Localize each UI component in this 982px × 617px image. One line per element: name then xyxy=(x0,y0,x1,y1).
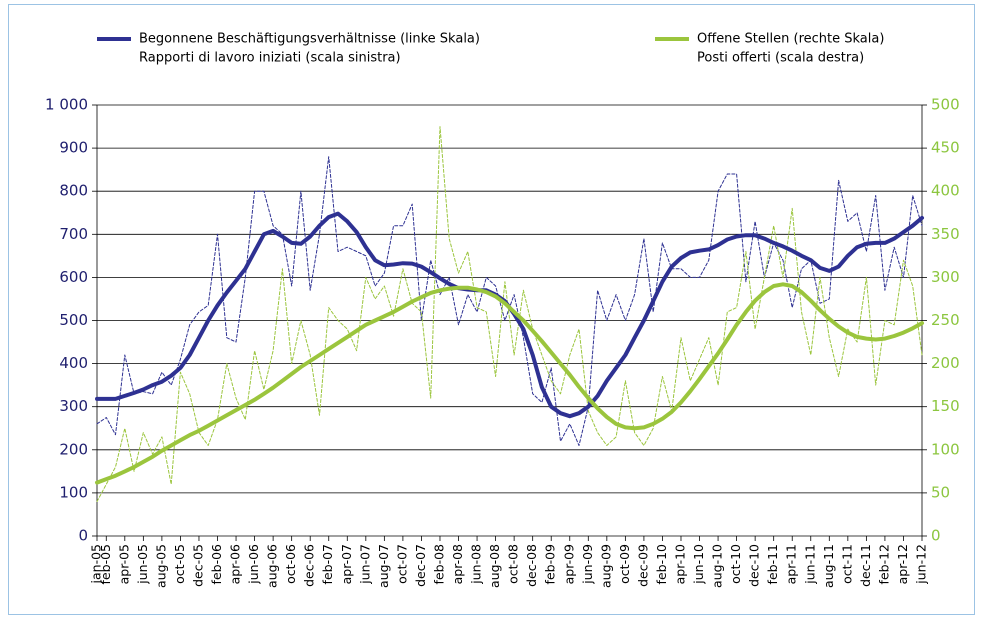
x-tick-label: oct-06 xyxy=(283,544,298,584)
x-tick-label: jun-12 xyxy=(914,544,929,585)
y-tick-label: 200 xyxy=(59,440,88,458)
x-tick-label: feb-06 xyxy=(209,544,224,584)
y-tick-label: 300 xyxy=(59,397,88,415)
frame xyxy=(8,4,975,615)
x-tick-label: apr-11 xyxy=(784,544,799,584)
x-tick-label: jun-06 xyxy=(246,544,261,585)
legend-label: Rapporti di lavoro iniziati (scala sinis… xyxy=(139,51,401,66)
x-tick-label: aug-08 xyxy=(487,544,502,588)
y-tick-label: 0 xyxy=(78,527,88,545)
x-tick-label: jun-07 xyxy=(357,544,372,585)
x-tick-label: aug-09 xyxy=(598,544,613,588)
y2-tick-label: 50 xyxy=(931,483,950,501)
y2-tick-label: 100 xyxy=(931,440,960,458)
x-tick-label: jun-05 xyxy=(135,544,150,585)
y2-tick-label: 200 xyxy=(931,354,960,372)
y-tick-label: 1 000 xyxy=(45,96,88,114)
x-tick-label: dec-09 xyxy=(635,544,650,587)
y-tick-label: 100 xyxy=(59,483,88,501)
x-tick-label: feb-11 xyxy=(765,544,780,584)
y-tick-label: 900 xyxy=(59,139,88,157)
x-tick-label: aug-10 xyxy=(710,544,725,588)
y2-tick-label: 450 xyxy=(931,139,960,157)
y2-tick-label: 500 xyxy=(931,96,960,114)
x-tick-label: oct-08 xyxy=(506,544,521,584)
x-tick-label: dec-11 xyxy=(858,544,873,587)
x-tick-label: apr-08 xyxy=(450,544,465,584)
y2-tick-label: 400 xyxy=(931,182,960,200)
x-tick-label: dec-10 xyxy=(747,544,762,587)
x-tick-label: jun-11 xyxy=(802,544,817,585)
x-tick-label: aug-05 xyxy=(153,544,168,588)
x-tick-label: apr-07 xyxy=(339,544,354,584)
y2-tick-label: 150 xyxy=(931,397,960,415)
x-tick-label: apr-12 xyxy=(895,544,910,584)
x-tick-label: feb-10 xyxy=(654,544,669,584)
x-tick-label: dec-07 xyxy=(413,544,428,587)
raw-line xyxy=(96,126,923,502)
x-tick-label: oct-05 xyxy=(172,544,187,584)
x-tick-label: oct-09 xyxy=(617,544,632,584)
y2-tick-label: 300 xyxy=(931,268,960,286)
x-tick-label: oct-11 xyxy=(839,544,854,584)
x-tick-label: oct-07 xyxy=(394,544,409,584)
x-tick-label: jun-08 xyxy=(469,544,484,585)
y-tick-label: 800 xyxy=(59,182,88,200)
x-tick-label: apr-06 xyxy=(228,544,243,584)
x-tick-label: feb-08 xyxy=(431,544,446,584)
x-tick-label: oct-10 xyxy=(728,544,743,584)
x-tick-label: feb-09 xyxy=(543,544,558,584)
legend-label: Posti offerti (scala destra) xyxy=(697,51,864,66)
x-tick-label: feb-05 xyxy=(98,544,113,584)
x-tick-label: apr-09 xyxy=(561,544,576,584)
legend: Begonnene Beschäftigungsverhältnisse (li… xyxy=(97,32,884,66)
y2-tick-label: 350 xyxy=(931,225,960,243)
trend-line xyxy=(95,282,924,485)
x-tick-label: aug-06 xyxy=(265,544,280,588)
x-tick-label: jun-10 xyxy=(691,544,706,585)
legend-label: Offene Stellen (rechte Skala) xyxy=(697,32,884,47)
x-tick-label: jun-09 xyxy=(580,544,595,585)
x-tick-label: aug-07 xyxy=(376,544,391,588)
x-tick-label: feb-07 xyxy=(320,544,335,584)
x-tick-label: aug-11 xyxy=(821,544,836,588)
x-tick-label: feb-12 xyxy=(876,544,891,584)
y-tick-label: 600 xyxy=(59,268,88,286)
y-tick-label: 400 xyxy=(59,354,88,372)
x-tick-label: dec-08 xyxy=(524,544,539,587)
x-tick-label: jan-05 xyxy=(89,544,104,584)
x-tick-label: dec-05 xyxy=(190,544,205,587)
y2-tick-label: 0 xyxy=(931,527,941,545)
y2-tick-label: 250 xyxy=(931,311,960,329)
x-tick-label: apr-10 xyxy=(672,544,687,584)
y-tick-label: 700 xyxy=(59,225,88,243)
legend-label: Begonnene Beschäftigungsverhältnisse (li… xyxy=(139,32,480,47)
x-tick-label: dec-06 xyxy=(302,544,317,587)
y-tick-label: 500 xyxy=(59,311,88,329)
x-tick-label: apr-05 xyxy=(116,544,131,584)
